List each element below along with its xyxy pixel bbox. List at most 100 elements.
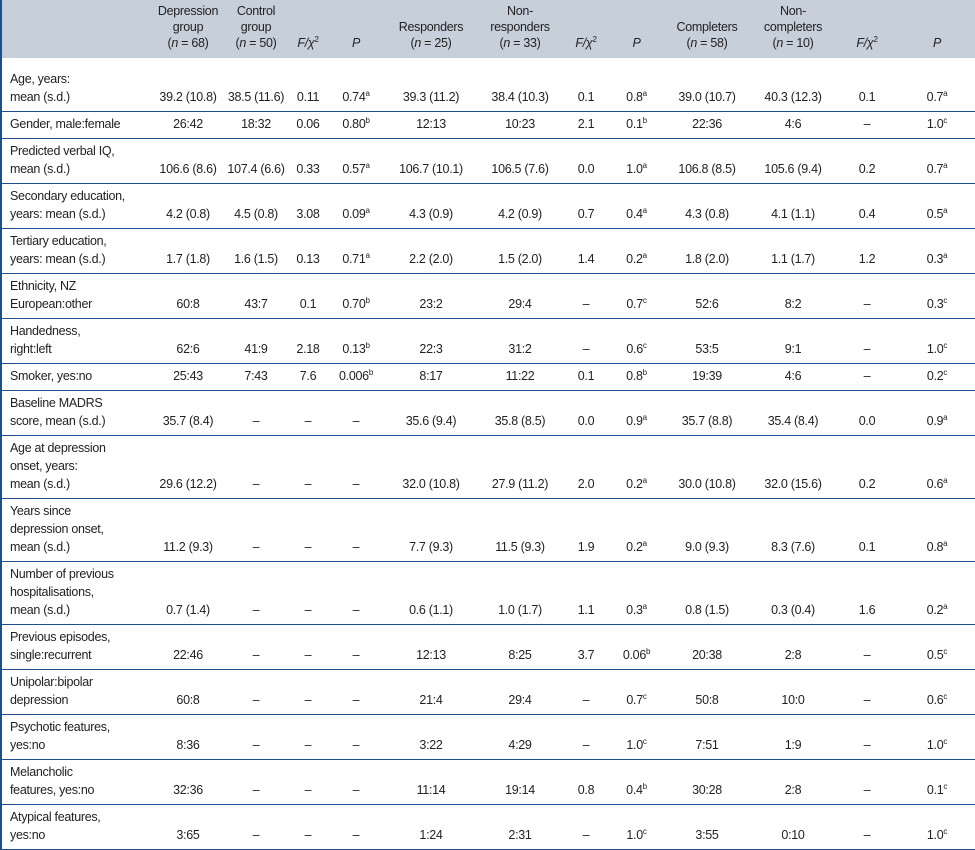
column-header: P bbox=[609, 0, 664, 58]
cell-footnote: a bbox=[943, 475, 948, 485]
table-cell: 1.0c bbox=[898, 111, 975, 139]
table-cell: 8:25 bbox=[477, 624, 563, 670]
table-cell: – bbox=[563, 318, 609, 364]
table-cell: 20:38 bbox=[664, 624, 750, 670]
table-cell: – bbox=[327, 804, 385, 850]
table-cell: – bbox=[223, 714, 289, 760]
table-cell: – bbox=[289, 390, 327, 436]
cell-footnote: c bbox=[943, 340, 948, 350]
table-cell: 41:9 bbox=[223, 318, 289, 364]
cell-value: 0.8 bbox=[626, 369, 643, 383]
row-label-line: depression onset, bbox=[10, 522, 104, 536]
table-cell: 10:23 bbox=[477, 111, 563, 139]
table-cell: 0.33 bbox=[289, 138, 327, 184]
table-cell: – bbox=[223, 498, 289, 562]
table-cell: 26:42 bbox=[153, 111, 223, 139]
row-label-line: years: mean (s.d.) bbox=[10, 252, 106, 266]
table-cell: 0.7c bbox=[609, 273, 664, 319]
row-label: Tertiary education, years: mean (s.d.) bbox=[1, 228, 153, 274]
table-cell: 0.2a bbox=[898, 561, 975, 625]
table-cell: 38.4 (10.3) bbox=[477, 58, 563, 112]
table-cell: – bbox=[289, 804, 327, 850]
table-cell: 8.3 (7.6) bbox=[750, 498, 836, 562]
table-cell: 0.1 bbox=[289, 273, 327, 319]
row-label-line: Previous episodes, bbox=[10, 630, 111, 644]
cell-footnote: c bbox=[642, 340, 647, 350]
cell-value: 0.1 bbox=[626, 117, 643, 131]
table-cell: 35.6 (9.4) bbox=[385, 390, 477, 436]
row-label-line: yes:no bbox=[10, 738, 46, 752]
cell-footnote: c bbox=[943, 736, 948, 746]
table-cell: 107.4 (6.6) bbox=[223, 138, 289, 184]
table-cell: 19:39 bbox=[664, 363, 750, 391]
cell-footnote: c bbox=[943, 295, 948, 305]
row-label: Secondary education, years: mean (s.d.) bbox=[1, 183, 153, 229]
header-n-value: 50 bbox=[259, 36, 273, 50]
cell-footnote: a bbox=[365, 205, 370, 215]
cell-value: 1.0 bbox=[626, 162, 643, 176]
table-cell: 0.4a bbox=[609, 183, 664, 229]
header-line: group bbox=[172, 20, 204, 34]
cell-value: 0.6 bbox=[926, 693, 944, 707]
table-cell: 29.6 (12.2) bbox=[153, 435, 223, 499]
cell-value: 0.4 bbox=[626, 783, 643, 797]
header-n: (n = 58) bbox=[686, 36, 728, 50]
cell-value: 0.7 bbox=[926, 90, 944, 104]
table-cell: 0.6a bbox=[898, 435, 975, 499]
table-cell: 8:2 bbox=[750, 273, 836, 319]
table-cell: 62:6 bbox=[153, 318, 223, 364]
table-cell: – bbox=[836, 714, 898, 760]
row-label-line: Melancholic bbox=[10, 765, 73, 779]
table-cell: 2:8 bbox=[750, 759, 836, 805]
table-cell: 1.7 (1.8) bbox=[153, 228, 223, 274]
table-cell: 0.13b bbox=[327, 318, 385, 364]
header-line: Control bbox=[236, 4, 276, 18]
table-row: Handedness, right:left 62:6 41:9 2.18 0.13b 22… bbox=[1, 318, 975, 364]
header-line: Non- bbox=[780, 4, 806, 18]
table-cell: 12:13 bbox=[385, 111, 477, 139]
row-label-line: Smoker, yes:no bbox=[10, 369, 92, 383]
table-cell: 11:22 bbox=[477, 363, 563, 391]
table-cell: 0.0 bbox=[836, 390, 898, 436]
row-label-line: Baseline MADRS bbox=[10, 396, 103, 410]
cell-value: 0.7 bbox=[626, 297, 643, 311]
row-label-line: right:left bbox=[10, 342, 52, 356]
table-cell: 0.13 bbox=[289, 228, 327, 274]
row-label: Number of previous hospitalisations, mean … bbox=[1, 561, 153, 625]
header-n-value: 33 bbox=[523, 36, 537, 50]
table-cell: – bbox=[327, 669, 385, 715]
table-cell: 30.0 (10.8) bbox=[664, 435, 750, 499]
row-label-line: depression bbox=[10, 693, 69, 707]
cell-value: 1.0 bbox=[926, 828, 944, 842]
table-cell: 0.2a bbox=[609, 435, 664, 499]
table-cell: 0.11 bbox=[289, 58, 327, 112]
table-cell: 7.7 (9.3) bbox=[385, 498, 477, 562]
table-cell: 12:13 bbox=[385, 624, 477, 670]
row-label: Atypical features, yes:no bbox=[1, 804, 153, 850]
table-cell: – bbox=[563, 669, 609, 715]
table-row: Gender, male:female 26:42 18:32 0.06 0.80b 12… bbox=[1, 111, 975, 139]
column-header: P bbox=[327, 0, 385, 58]
table-cell: 7:51 bbox=[664, 714, 750, 760]
cell-footnote: c bbox=[642, 295, 647, 305]
cell-footnote: c bbox=[943, 691, 948, 701]
table-cell: – bbox=[836, 318, 898, 364]
cell-footnote: a bbox=[943, 160, 948, 170]
table-cell: – bbox=[289, 561, 327, 625]
cell-footnote: b bbox=[365, 340, 370, 350]
row-label-line: Secondary education, bbox=[10, 189, 125, 203]
row-label-line: European:other bbox=[10, 297, 92, 311]
row-label-line: mean (s.d.) bbox=[10, 477, 70, 491]
table-cell: 32:36 bbox=[153, 759, 223, 805]
table-cell: 22:36 bbox=[664, 111, 750, 139]
table-cell: 0.5c bbox=[898, 624, 975, 670]
table-cell: 1:9 bbox=[750, 714, 836, 760]
header-line: completers bbox=[763, 20, 823, 34]
table-cell: 0.6 (1.1) bbox=[385, 561, 477, 625]
table-cell: 0.3 (0.4) bbox=[750, 561, 836, 625]
header-stat-sup: 2 bbox=[592, 34, 597, 44]
cell-footnote: a bbox=[943, 601, 948, 611]
table-row: Baseline MADRS score, mean (s.d.) 35.7 (8.… bbox=[1, 390, 975, 436]
table-cell: – bbox=[223, 561, 289, 625]
header-line: Non- bbox=[507, 4, 533, 18]
